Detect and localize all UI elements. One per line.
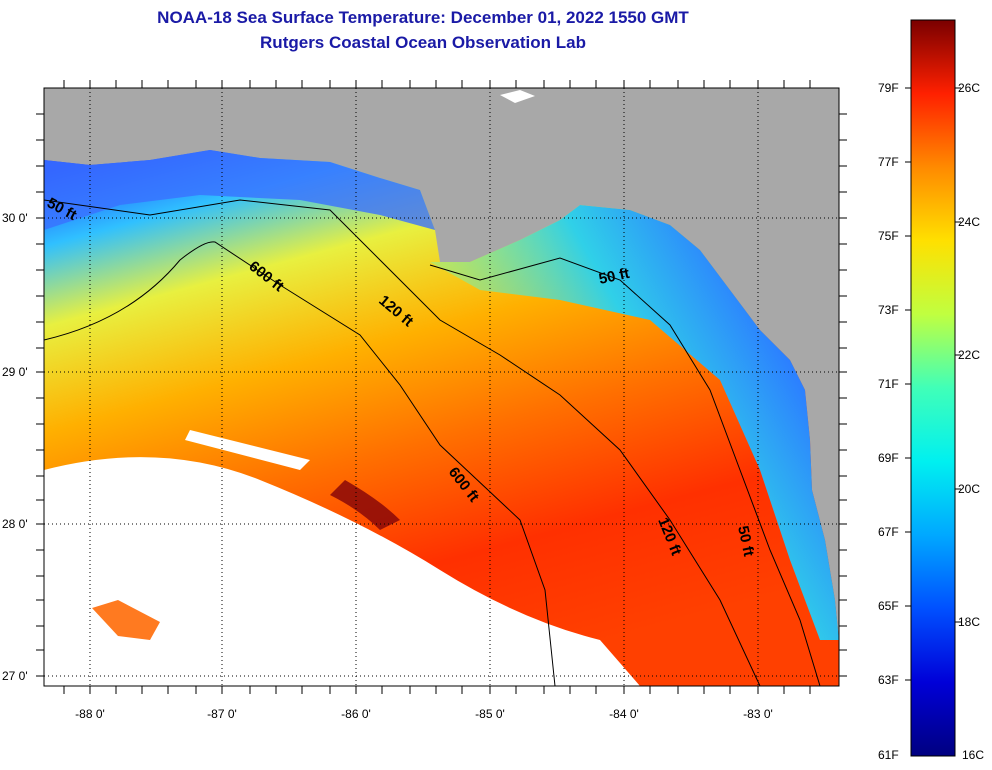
colorbar-f-label: 73F — [878, 303, 899, 317]
contour-600ft — [44, 241, 556, 686]
colorbar-c-label: 16C — [962, 748, 984, 762]
colorbar-c-label: 26C — [958, 81, 980, 95]
lat-label: 28 0' — [2, 517, 28, 531]
colorbar-f-label: 65F — [878, 599, 899, 613]
map-frame — [43, 87, 840, 687]
colorbar-f-label: 77F — [878, 155, 899, 169]
colorbar-c-label: 20C — [958, 482, 980, 496]
graticule — [44, 88, 839, 686]
lon-label: -88 0' — [75, 707, 105, 721]
colorbar-f-label: 69F — [878, 451, 899, 465]
colorbar-f-label: 63F — [878, 673, 899, 687]
lon-label: -87 0' — [207, 707, 237, 721]
colorbar: 79F 77F 75F 73F 71F 69F 67F 65F 63F 61F … — [878, 19, 984, 762]
warm-core — [330, 480, 400, 530]
colorbar-c-label: 18C — [958, 615, 980, 629]
axis-ticks — [36, 80, 847, 694]
sst-imagery: 50 ft 600 ft 120 ft 50 ft 600 ft 120 ft … — [44, 88, 839, 686]
depth-contours — [44, 199, 821, 686]
map-title: NOAA-18 Sea Surface Temperature: Decembe… — [157, 8, 689, 27]
lat-label: 27 0' — [2, 669, 28, 683]
map-subtitle: Rutgers Coastal Ocean Observation Lab — [260, 33, 586, 52]
colorbar-c-label: 24C — [958, 215, 980, 229]
contour-50ft — [429, 257, 821, 686]
lon-label: -84 0' — [609, 707, 639, 721]
lat-label: 30 0' — [2, 211, 28, 225]
colorbar-f-label: 67F — [878, 525, 899, 539]
lon-label: -83 0' — [743, 707, 773, 721]
nearshore-cool-water — [44, 150, 435, 230]
depth-label-50ft-north: 50 ft — [597, 265, 631, 288]
contour-120ft — [44, 199, 761, 686]
cloud-streak — [185, 430, 310, 470]
lon-label: -85 0' — [475, 707, 505, 721]
colorbar-f-label: 75F — [878, 229, 899, 243]
colorbar-scale — [910, 19, 956, 757]
warm-patch — [92, 600, 160, 640]
cloud-mask — [44, 457, 640, 686]
cloud-fleck — [500, 90, 535, 103]
colorbar-f-label: 79F — [878, 81, 899, 95]
colorbar-ticks — [905, 87, 961, 681]
lat-label: 29 0' — [2, 365, 28, 379]
colorbar-f-label: 61F — [878, 748, 899, 762]
colorbar-f-label: 71F — [878, 377, 899, 391]
colorbar-c-label: 22C — [958, 348, 980, 362]
depth-label-50ft-south: 50 ft — [734, 524, 757, 558]
shelf-cool-water — [430, 205, 839, 640]
lon-label: -86 0' — [341, 707, 371, 721]
